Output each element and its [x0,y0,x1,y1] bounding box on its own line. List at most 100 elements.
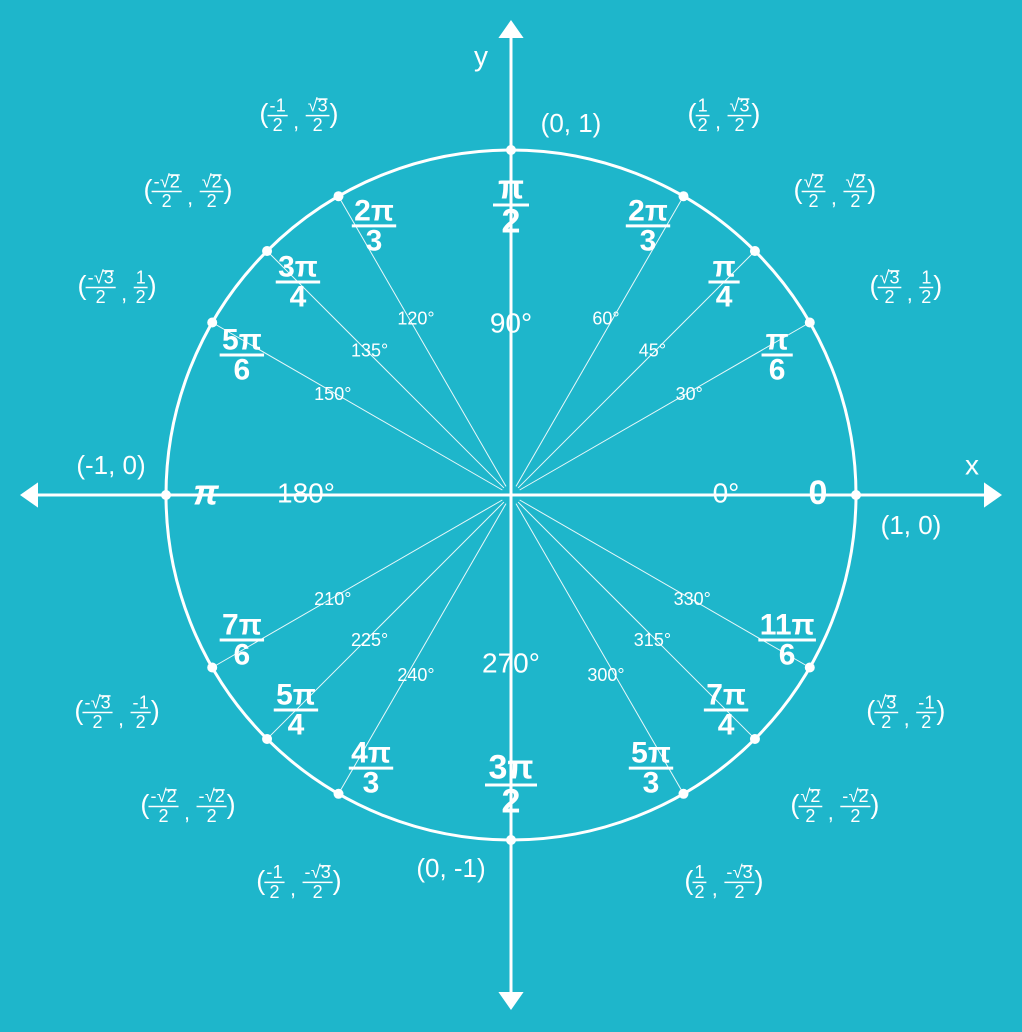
angle-point-45 [750,246,760,256]
svg-text:√: √ [730,95,740,115]
svg-text:√: √ [733,862,743,882]
svg-text:2: 2 [207,806,217,826]
svg-text:2: 2 [698,115,708,135]
angle-point-300 [679,789,689,799]
angle-point-270 [506,835,516,845]
svg-text:√: √ [91,692,101,712]
svg-text:√: √ [849,786,859,806]
svg-text:(: ( [144,175,153,205]
svg-text:(: ( [866,696,875,726]
svg-text:(: ( [869,271,878,301]
angle-rad-180: π [193,472,219,513]
svg-text:3: 3 [889,267,899,287]
angle-point-330 [805,663,815,673]
angle-deg-315: 315° [634,630,671,650]
svg-text:(: ( [74,696,83,726]
svg-text:1: 1 [273,862,283,882]
svg-text:2: 2 [810,786,820,806]
svg-text:3: 3 [104,267,114,287]
svg-text:3π: 3π [278,250,318,283]
svg-text:π: π [498,169,524,207]
svg-text:-: - [150,786,156,806]
svg-text:-: - [199,786,205,806]
svg-text:√: √ [308,95,318,115]
svg-text:2: 2 [167,786,177,806]
svg-text:): ) [870,790,879,820]
svg-text:2: 2 [158,806,168,826]
svg-text:,: , [904,705,910,730]
svg-text:√: √ [880,267,890,287]
angle-deg-45: 45° [639,340,666,360]
svg-text:): ) [224,175,233,205]
svg-text:√: √ [845,171,855,191]
angle-deg-270: 270° [482,647,540,678]
svg-text:√: √ [804,171,814,191]
svg-text:5π: 5π [276,678,316,711]
intercept-bottom: (0, -1) [416,853,485,883]
svg-text:3: 3 [640,224,657,257]
svg-text:1: 1 [698,95,708,115]
svg-text:2: 2 [170,171,180,191]
svg-text:3: 3 [743,862,753,882]
angle-point-225 [262,734,272,744]
svg-text:,: , [712,875,718,900]
svg-text:2: 2 [694,882,704,902]
svg-text:): ) [751,99,760,129]
unit-circle-diagram: xy30°π6(√32,12)45°π4(√22,√22)60°2π3(12,√… [0,0,1022,1032]
svg-text:2: 2 [884,287,894,307]
angle-deg-210: 210° [314,589,351,609]
svg-text:4: 4 [288,708,305,741]
svg-text:,: , [828,799,834,824]
svg-text:2: 2 [313,115,323,135]
svg-text:3: 3 [321,862,331,882]
svg-text:): ) [867,175,876,205]
svg-text:1: 1 [276,95,286,115]
angle-point-0 [851,490,861,500]
svg-text:3: 3 [101,692,111,712]
svg-text:2: 2 [805,806,815,826]
svg-text:3: 3 [739,95,749,115]
angle-deg-330: 330° [674,589,711,609]
svg-text:-: - [842,786,848,806]
angle-deg-90: 90° [490,307,532,338]
svg-text:,: , [187,184,193,209]
svg-text:2: 2 [921,712,931,732]
svg-text:(: ( [688,99,697,129]
svg-text:√: √ [94,267,104,287]
svg-text:2: 2 [921,287,931,307]
angle-deg-150: 150° [314,384,351,404]
svg-text:-: - [154,171,160,191]
svg-text:√: √ [205,786,215,806]
angle-point-210 [207,663,217,673]
svg-text:2: 2 [881,712,891,732]
svg-text:): ) [936,696,945,726]
angle-point-180 [161,490,171,500]
svg-text:1: 1 [925,692,935,712]
angle-deg-240: 240° [397,665,434,685]
svg-text:2: 2 [136,287,146,307]
svg-text:3: 3 [643,767,660,800]
svg-text:,: , [184,799,190,824]
svg-text:): ) [151,696,160,726]
svg-text:,: , [831,184,837,209]
svg-text:π: π [713,250,736,283]
angle-deg-135: 135° [351,340,388,360]
svg-text:(: ( [77,271,86,301]
svg-text:2: 2 [273,115,283,135]
svg-text:2: 2 [855,171,865,191]
svg-text:): ) [227,790,236,820]
angle-deg-300: 300° [587,665,624,685]
svg-text:2: 2 [502,203,521,241]
svg-text:): ) [330,99,339,129]
svg-text:): ) [933,271,942,301]
angle-deg-225: 225° [351,630,388,650]
svg-text:3: 3 [363,767,380,800]
svg-text:(: ( [790,790,799,820]
svg-text:2: 2 [814,171,824,191]
svg-text:4: 4 [716,280,733,313]
svg-text:-: - [84,692,90,712]
svg-text:√: √ [160,171,170,191]
svg-text:3: 3 [366,224,383,257]
svg-text:6: 6 [779,638,796,671]
svg-text:(: ( [259,99,268,129]
